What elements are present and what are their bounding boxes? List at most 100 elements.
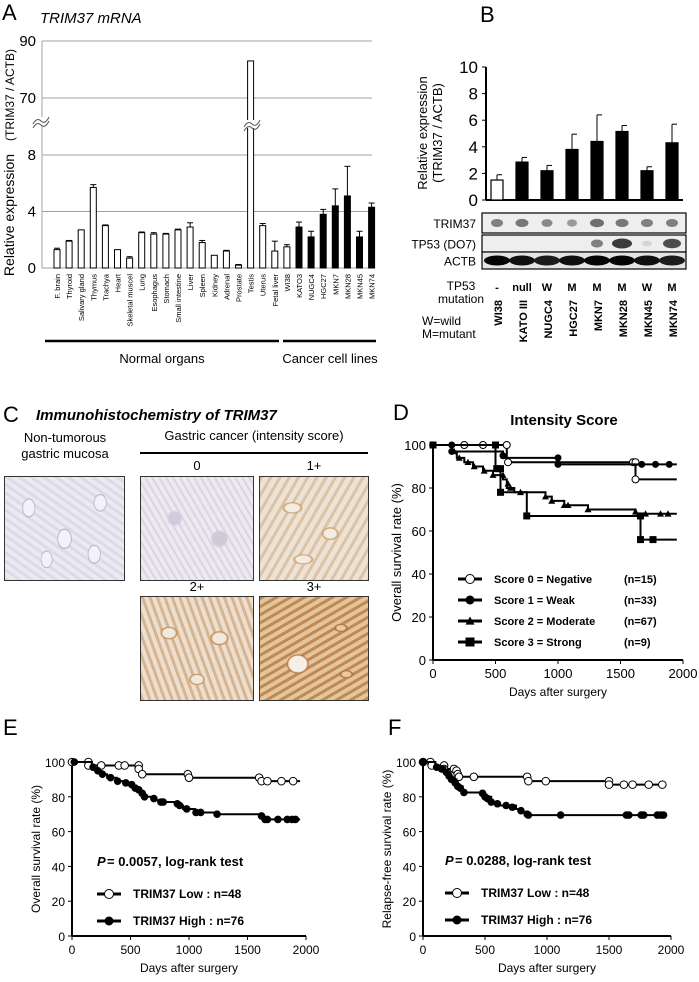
chart-a-bar bbox=[331, 205, 339, 269]
chart-d-censor-marker bbox=[492, 441, 499, 449]
chart-a-category-label: NUGC4 bbox=[307, 274, 316, 300]
chart-e-xtick-label: 0 bbox=[69, 943, 76, 957]
chart-b-category-label: WI38 bbox=[493, 300, 505, 326]
chart-e-censor-marker bbox=[263, 776, 272, 786]
chart-a-bar bbox=[235, 264, 242, 269]
chart-d-censor-marker bbox=[480, 467, 488, 474]
chart-f-censor-marker bbox=[541, 776, 551, 786]
chart-d-series-line bbox=[433, 444, 677, 541]
chart-e-legend-label: TRIM37 Low : n=48 bbox=[133, 887, 242, 901]
chart-b-ytick-label: 8 bbox=[469, 85, 478, 104]
chart-d-xtick-label: 0 bbox=[429, 666, 436, 681]
chart-e-censor-marker bbox=[291, 815, 300, 824]
chart-d-censor-marker bbox=[497, 465, 504, 473]
western-blot-band bbox=[567, 219, 577, 227]
chart-f-censor-marker bbox=[469, 772, 479, 782]
chart-d-ytick-label: 100 bbox=[404, 438, 426, 453]
western-blot-band bbox=[534, 255, 560, 266]
chart-f-p-label: P bbox=[445, 853, 454, 868]
chart-e-legend-marker bbox=[104, 916, 114, 926]
chart-e-ytick-label: 80 bbox=[52, 791, 66, 805]
chart-f-censor-marker bbox=[517, 806, 525, 815]
group-label-normal: Normal organs bbox=[119, 351, 205, 366]
chart-f-censor-marker bbox=[619, 780, 629, 789]
chart-b-bar bbox=[490, 179, 504, 201]
western-blot-row bbox=[481, 212, 687, 234]
tp53-mutation-label: TP53 bbox=[447, 279, 476, 293]
gastric-cancer-label: Gastric cancer (intensity score) bbox=[164, 428, 343, 443]
chart-f-censor-marker bbox=[502, 801, 510, 810]
axis-break-icon bbox=[32, 116, 50, 129]
panel-letter-d: D bbox=[393, 400, 409, 425]
testis-bar-break-icon-mask bbox=[245, 120, 261, 128]
chart-d-ytick-label: 80 bbox=[412, 481, 426, 496]
chart-e-ytick-label: 20 bbox=[52, 895, 66, 909]
chart-d-censor-marker bbox=[497, 488, 504, 496]
chart-e-censor-marker bbox=[122, 779, 130, 787]
chart-f-legend-marker bbox=[452, 888, 462, 898]
chart-d-legend-n: (n=33) bbox=[624, 595, 657, 607]
chart-a-bar bbox=[368, 206, 376, 269]
chart-f-censor-marker bbox=[625, 811, 633, 819]
chart-e-xtick-label: 1500 bbox=[234, 943, 261, 957]
chart-a-bar bbox=[65, 240, 73, 269]
chart-e-censor-marker bbox=[274, 815, 282, 824]
chart-e-ytick-label: 100 bbox=[45, 756, 65, 770]
chart-f-censor-marker bbox=[644, 780, 653, 789]
panel-letter-f: F bbox=[388, 715, 401, 740]
chart-f-ytick-label: 0 bbox=[409, 930, 416, 944]
chart-d-legend-label: Score 1 = Weak bbox=[494, 595, 576, 607]
chart-a-bar bbox=[210, 254, 218, 269]
chart-b-category-label: HGC27 bbox=[568, 300, 580, 337]
chart-e-xtick-label: 1000 bbox=[176, 943, 203, 957]
normal-mucosa-label: Non-tumorous bbox=[24, 430, 107, 445]
chart-f-censor-marker bbox=[524, 776, 533, 786]
chart-d-censor-marker bbox=[502, 441, 511, 449]
tp53-mutation-value: M bbox=[567, 282, 576, 294]
western-blot-band bbox=[559, 255, 585, 266]
chart-a-bar bbox=[53, 249, 61, 269]
chart-d-censor-marker bbox=[499, 452, 507, 460]
chart-f-legend-label: TRIM37 High : n=76 bbox=[481, 913, 592, 927]
chart-d-xtick-label: 500 bbox=[485, 666, 507, 681]
chart-a-bar bbox=[307, 236, 315, 269]
chart-f-xtick-label: 1500 bbox=[596, 943, 623, 957]
chart-e-censor-marker bbox=[184, 773, 194, 782]
chart-a-category-label: Kidney bbox=[210, 274, 219, 297]
chart-d-censor-marker bbox=[542, 493, 549, 500]
chart-e-xtick-label: 500 bbox=[120, 943, 140, 957]
chart-f-ytick-label: 60 bbox=[403, 826, 417, 840]
chart-d-ytick-label: 60 bbox=[412, 524, 426, 539]
chart-d-censor-marker bbox=[584, 506, 592, 513]
chart-a-category-label: Stomach bbox=[162, 274, 171, 304]
chart-e-censor-marker bbox=[182, 805, 191, 813]
chart-d-censor-marker bbox=[504, 480, 512, 487]
chart-d-censor-marker bbox=[638, 460, 646, 468]
chart-a-bar bbox=[343, 195, 351, 269]
chart-f-censor-marker bbox=[556, 811, 565, 819]
chart-d-censor-marker bbox=[637, 512, 644, 520]
chart-a-category-label: Esophagus bbox=[150, 274, 159, 312]
chart-e-censor-marker bbox=[263, 815, 272, 824]
chart-f-censor-marker bbox=[658, 780, 667, 789]
chart-d-legend-n: (n=9) bbox=[624, 637, 651, 649]
tp53-mutation-value: M bbox=[592, 282, 601, 294]
mutation-legend-mutant: M=mutant bbox=[422, 327, 476, 341]
chart-e-censor-marker bbox=[288, 776, 298, 786]
chart-b-bar bbox=[640, 170, 654, 201]
histology-score-0 bbox=[140, 476, 254, 581]
chart-a-ylabel-unit: (TRIM37 / ACTB) bbox=[3, 49, 17, 141]
chart-e-censor-marker bbox=[175, 801, 184, 810]
chart-d-censor-marker bbox=[455, 454, 463, 461]
chart-d-censor-marker bbox=[657, 510, 664, 517]
tp53-mutation-value: M bbox=[617, 282, 626, 294]
score-label-1: 1+ bbox=[307, 458, 322, 473]
chart-a-bar bbox=[356, 236, 363, 269]
tp53-mutation-value: - bbox=[495, 282, 499, 294]
chart-a-category-label: Fetal liver bbox=[271, 274, 280, 307]
chart-a-bar bbox=[247, 60, 255, 269]
chart-e-censor-marker bbox=[213, 810, 221, 818]
chart-d-title: Intensity Score bbox=[510, 412, 618, 429]
chart-e-censor-marker bbox=[159, 798, 168, 806]
